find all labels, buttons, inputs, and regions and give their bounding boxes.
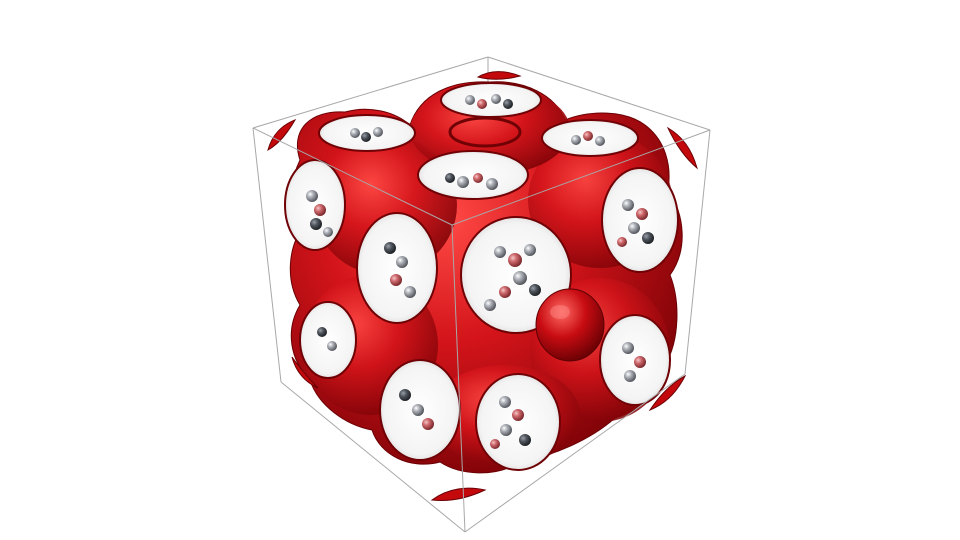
bounding-box-front: [252, 127, 711, 533]
corner-fragments: [267, 71, 698, 501]
surface-dome: [535, 288, 605, 362]
molecule-atoms: [306, 94, 654, 449]
